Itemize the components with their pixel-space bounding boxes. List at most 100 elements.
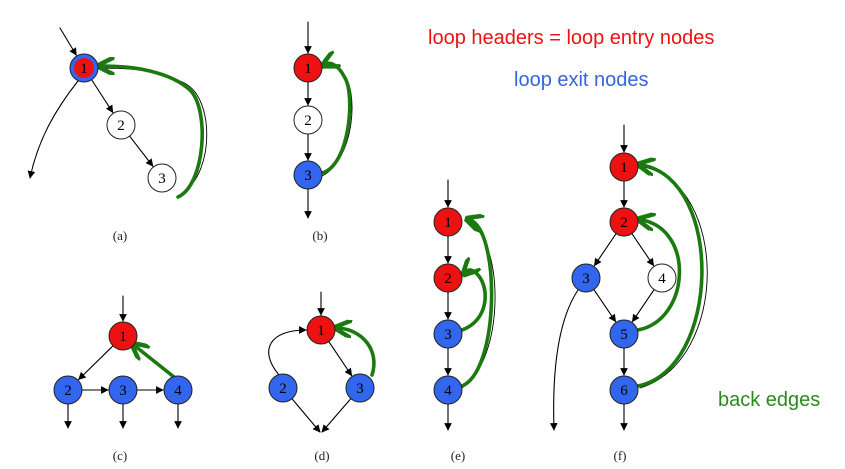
edge-arrow xyxy=(631,233,655,267)
node-label: 2 xyxy=(117,118,125,134)
back-edge xyxy=(102,66,204,199)
legend-back-edges-text: back edges xyxy=(718,389,821,411)
node-label: 6 xyxy=(620,383,628,399)
node-1-3: 3 xyxy=(293,160,323,190)
node-circle xyxy=(306,315,336,345)
node-0-3: 3 xyxy=(147,163,177,193)
node-label: 2 xyxy=(304,113,312,129)
edge-arrow xyxy=(593,289,617,323)
graph-caption: (a) xyxy=(113,228,127,243)
node-2-1: 1 xyxy=(108,321,138,351)
node-4-3: 3 xyxy=(433,319,463,349)
node-circle xyxy=(433,207,463,237)
node-label: 1 xyxy=(317,323,325,339)
node-3-2: 2 xyxy=(268,373,298,403)
edges-layer xyxy=(27,21,655,433)
node-0-1: 1 xyxy=(69,53,99,83)
node-label: 1 xyxy=(444,215,452,231)
node-5-2: 2 xyxy=(609,207,639,237)
back-edge xyxy=(638,165,704,388)
back-edge xyxy=(460,220,494,388)
legend-loop-exits: loop exit nodes xyxy=(514,69,649,92)
node-circle xyxy=(433,319,463,349)
edge-arrow xyxy=(59,27,77,56)
node-label: 4 xyxy=(658,271,666,287)
node-label: 2 xyxy=(64,383,72,399)
edge-arrow xyxy=(328,341,353,377)
node-label: 1 xyxy=(304,61,312,77)
node-3-1: 1 xyxy=(306,315,336,345)
node-label: 5 xyxy=(620,327,628,343)
node-circle xyxy=(609,207,639,237)
node-circle xyxy=(293,53,323,83)
node-circle-inner xyxy=(74,58,94,78)
graph-caption: (e) xyxy=(451,448,465,463)
node-5-3: 3 xyxy=(571,263,601,293)
node-circle xyxy=(293,105,323,135)
edge-arrow xyxy=(549,289,579,431)
node-4-2: 2 xyxy=(433,263,463,293)
graph-caption: (c) xyxy=(113,448,127,463)
node-label: 2 xyxy=(620,215,628,231)
node-4-4: 4 xyxy=(433,375,463,405)
node-circle xyxy=(345,373,375,403)
node-circle xyxy=(147,163,177,193)
back-edge xyxy=(135,346,176,379)
edge-arrow xyxy=(291,398,321,433)
node-circle xyxy=(108,375,138,405)
node-circle xyxy=(433,263,463,293)
edge-arrow xyxy=(78,345,114,381)
node-label: 2 xyxy=(279,381,287,397)
node-circle xyxy=(571,263,601,293)
node-circle xyxy=(53,375,83,405)
graph-caption: (f) xyxy=(614,448,627,463)
node-circle xyxy=(163,375,193,405)
node-2-4: 4 xyxy=(163,375,193,405)
node-circle xyxy=(433,375,463,405)
edge-arrow xyxy=(631,289,655,323)
node-circle xyxy=(609,152,639,182)
node-label: 3 xyxy=(119,383,127,399)
node-label: 3 xyxy=(158,171,166,187)
back-edge xyxy=(462,270,487,332)
node-circle xyxy=(108,321,138,351)
edge-arrow xyxy=(129,135,154,167)
edge-arrow xyxy=(321,398,352,433)
legend-loop-headers: loop headers = loop entry nodes xyxy=(428,27,714,50)
back-edge xyxy=(339,328,376,377)
node-circle xyxy=(268,373,298,403)
node-label: 3 xyxy=(304,168,312,184)
back-edge xyxy=(322,63,352,175)
back-edges-layer xyxy=(102,63,708,389)
node-label: 3 xyxy=(444,327,452,343)
edge-arrow xyxy=(593,233,617,267)
edge-arrow xyxy=(27,80,79,179)
node-circle xyxy=(647,263,677,293)
node-label: 3 xyxy=(582,271,590,287)
node-circle xyxy=(609,319,639,349)
node-label: 3 xyxy=(356,381,364,397)
node-4-1: 1 xyxy=(433,207,463,237)
node-label: 1 xyxy=(80,61,88,77)
graph-caption: (b) xyxy=(312,228,327,243)
legend-loop-headers-text: loop headers = loop entry nodes xyxy=(428,27,715,49)
node-5-1: 1 xyxy=(609,152,639,182)
node-label: 2 xyxy=(444,271,452,287)
node-circle xyxy=(293,160,323,190)
node-label: 1 xyxy=(119,329,127,345)
node-label: 4 xyxy=(174,383,182,399)
node-0-2: 2 xyxy=(106,110,136,140)
node-5-4: 4 xyxy=(647,263,677,293)
node-circle xyxy=(609,375,639,405)
edge-arrow xyxy=(268,326,307,376)
back-edge xyxy=(638,220,682,332)
node-1-2: 2 xyxy=(293,105,323,135)
legend-loop-exits-text: loop exit nodes xyxy=(514,69,649,91)
graph-caption: (d) xyxy=(314,448,329,463)
node-3-3: 3 xyxy=(345,373,375,403)
node-label: 4 xyxy=(444,383,452,399)
node-5-6: 6 xyxy=(609,375,639,405)
nodes-layer: 1 2 3 1 2 3 1 2 3 4 1 2 3 1 2 3 4 1 2 3 4 5 6 xyxy=(53,53,677,405)
legend-back-edges: back edges xyxy=(718,389,820,412)
